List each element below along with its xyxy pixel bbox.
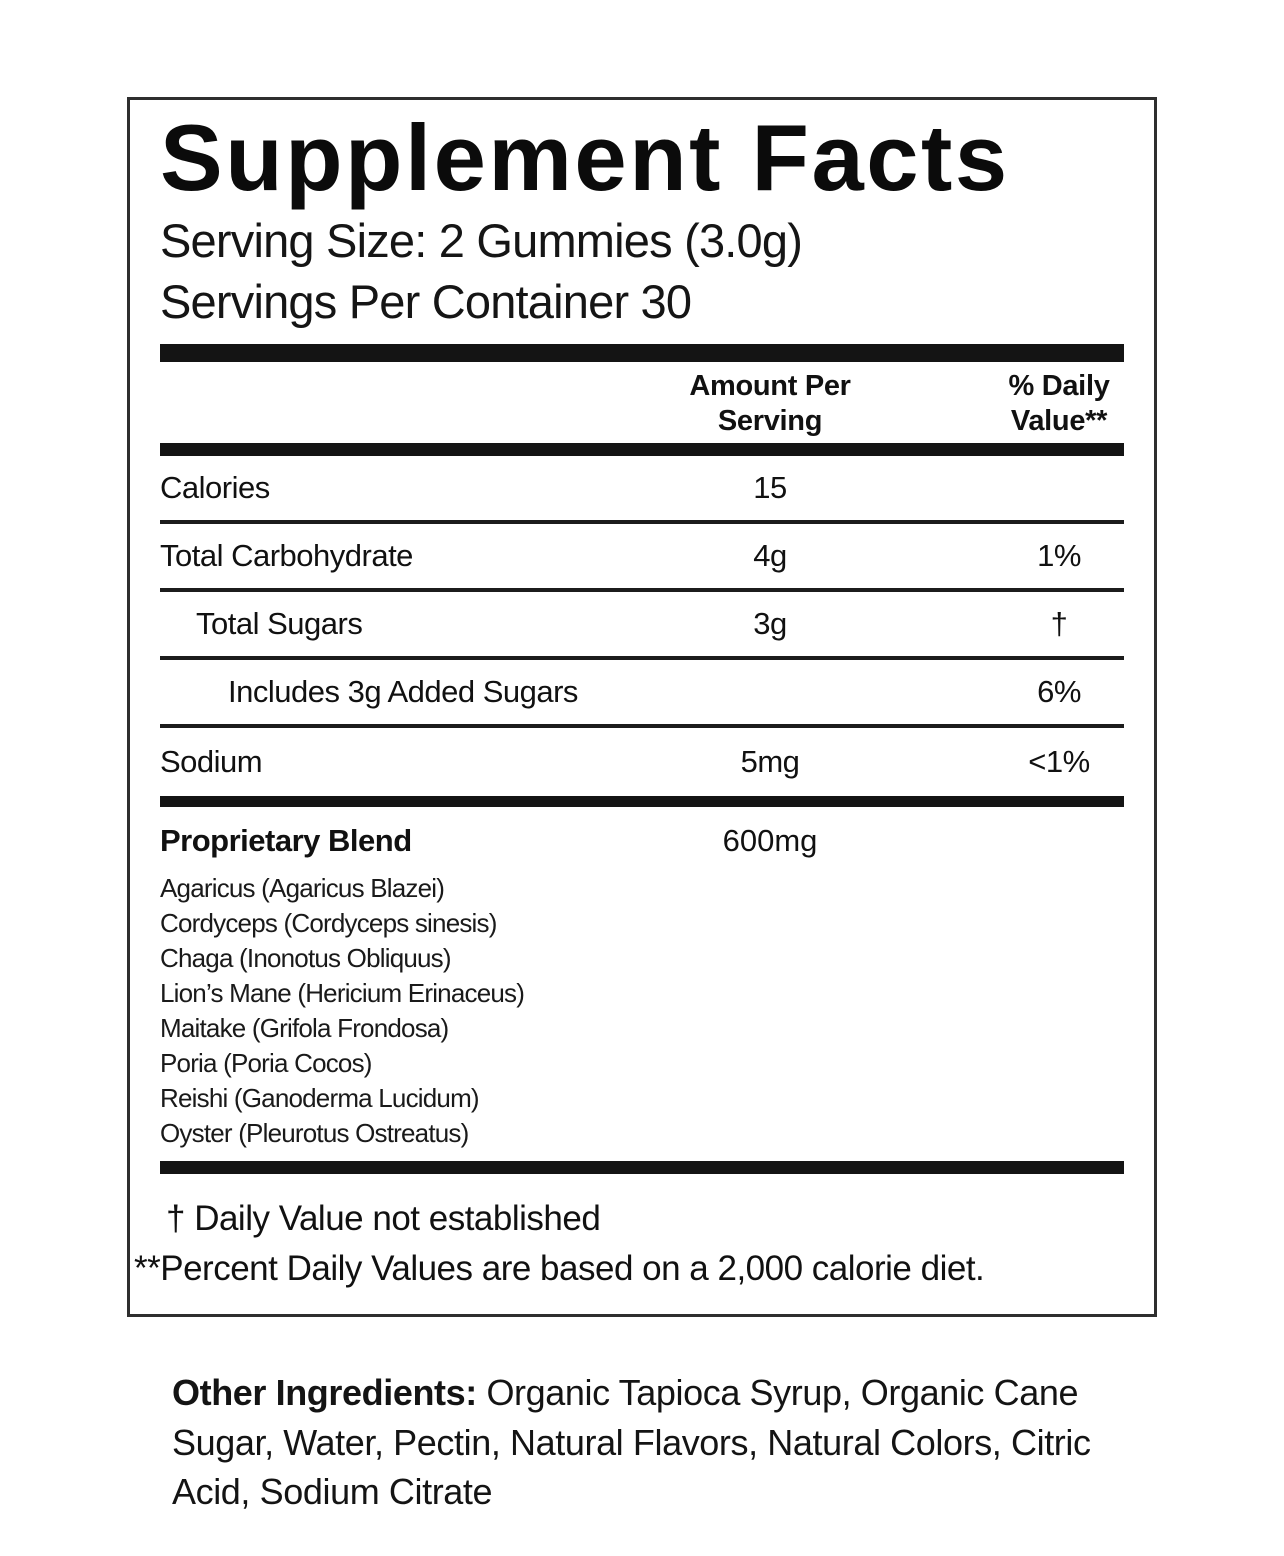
blend-ingredient: Oyster (Pleurotus Ostreatus) bbox=[160, 1117, 469, 1148]
nutrient-name: Calories bbox=[160, 469, 270, 505]
nutrient-amount: 5mg bbox=[740, 743, 800, 779]
blend-amount: 600mg bbox=[722, 822, 818, 858]
blend-ingredient: Reishi (Ganoderma Lucidum) bbox=[160, 1082, 480, 1113]
table-row-sodium: Sodium 5mg <1% bbox=[160, 728, 1124, 796]
nutrient-name: Includes 3g Added Sugars bbox=[228, 673, 578, 709]
nutrient-amount: 4g bbox=[753, 537, 787, 573]
table-row-calories: Calories 15 bbox=[160, 456, 1124, 524]
table-row-total-sugars: Total Sugars 3g † bbox=[160, 592, 1124, 660]
blend-ingredient: Poria (Poria Cocos) bbox=[160, 1047, 372, 1078]
thick-rule-top bbox=[160, 344, 1124, 363]
nutrient-dv: 6% bbox=[1037, 673, 1081, 709]
blend-ingredient: Agaricus (Agaricus Blazei) bbox=[160, 872, 445, 903]
other-ingredients-text: Organic Tapioca Syrup, Organic Cane Suga… bbox=[172, 1372, 1091, 1513]
nutrient-amount: 15 bbox=[753, 469, 787, 505]
panel-title: Supplement Facts bbox=[160, 105, 1010, 210]
header-amount-per-serving: Amount Per Serving bbox=[689, 370, 851, 437]
thick-rule-sodium-bottom bbox=[160, 795, 1124, 807]
nutrient-dv: 1% bbox=[1037, 537, 1081, 573]
other-ingredients-paragraph: Other Ingredients: Organic Tapioca Syrup… bbox=[172, 1368, 1137, 1517]
servings-per-container: Servings Per Container 30 bbox=[160, 275, 692, 329]
blend-ingredient-list: Agaricus (Agaricus Blazei) Cordyceps (Co… bbox=[160, 871, 1124, 1151]
thick-rule-header-bottom bbox=[160, 442, 1124, 456]
other-ingredients-label: Other Ingredients: bbox=[172, 1372, 477, 1413]
table-row-proprietary-blend: Proprietary Blend 600mg bbox=[160, 807, 1124, 859]
serving-size: Serving Size: 2 Gummies (3.0g) bbox=[160, 214, 803, 268]
nutrient-name: Total Sugars bbox=[196, 605, 363, 641]
footnote-percent-daily-values: **Percent Daily Values are based on a 2,… bbox=[134, 1249, 985, 1289]
footnote-daily-value: † Daily Value not established bbox=[166, 1198, 601, 1238]
table-row-total-carbohydrate: Total Carbohydrate 4g 1% bbox=[160, 524, 1124, 592]
supplement-facts-panel: Supplement Facts Serving Size: 2 Gummies… bbox=[127, 97, 1157, 1317]
header-percent-daily-value: % Daily Value** bbox=[1008, 370, 1110, 437]
blend-ingredient: Cordyceps (Cordyceps sinesis) bbox=[160, 907, 497, 938]
table-header-row: Amount Per Serving % Daily Value** bbox=[160, 362, 1124, 442]
footnotes: † Daily Value not established **Percent … bbox=[134, 1194, 1124, 1295]
blend-ingredient: Maitake (Grifola Frondosa) bbox=[160, 1012, 449, 1043]
nutrient-name: Sodium bbox=[160, 743, 263, 779]
blend-name: Proprietary Blend bbox=[160, 822, 412, 858]
nutrient-amount: 3g bbox=[753, 605, 787, 641]
nutrient-dv dagger-symbol: † bbox=[1050, 605, 1068, 641]
blend-ingredient: Chaga (Inonotus Obliquus) bbox=[160, 942, 452, 973]
table-row-added-sugars: Includes 3g Added Sugars 6% bbox=[160, 660, 1124, 728]
nutrient-dv: <1% bbox=[1028, 743, 1090, 779]
blend-ingredient: Lion’s Mane (Hericium Erinaceus) bbox=[160, 977, 525, 1008]
nutrient-name: Total Carbohydrate bbox=[160, 537, 413, 573]
thick-rule-bottom bbox=[160, 1160, 1124, 1174]
serving-info: Serving Size: 2 Gummies (3.0g) Servings … bbox=[160, 210, 1124, 332]
